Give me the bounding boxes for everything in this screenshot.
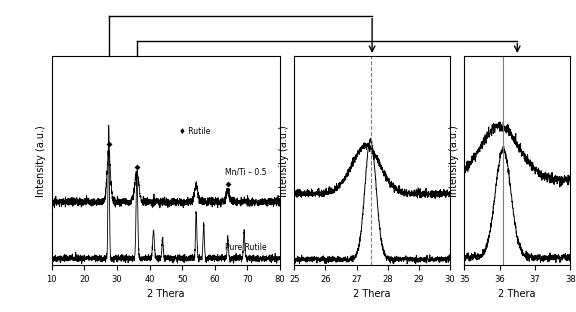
X-axis label: 2 Thera: 2 Thera: [147, 290, 185, 300]
X-axis label: 2 Thera: 2 Thera: [498, 290, 536, 300]
X-axis label: 2 Thera: 2 Thera: [353, 290, 391, 300]
Y-axis label: Intensity (a.u.): Intensity (a.u.): [36, 125, 46, 197]
Text: Mn/Ti – 0.5: Mn/Ti – 0.5: [225, 168, 266, 177]
Y-axis label: Intensity (a.u.): Intensity (a.u.): [279, 125, 289, 197]
Y-axis label: Intensity (a.u.): Intensity (a.u.): [449, 125, 458, 197]
Text: ♦ Rutile: ♦ Rutile: [179, 127, 210, 136]
Text: Pure Rutile: Pure Rutile: [225, 243, 266, 252]
